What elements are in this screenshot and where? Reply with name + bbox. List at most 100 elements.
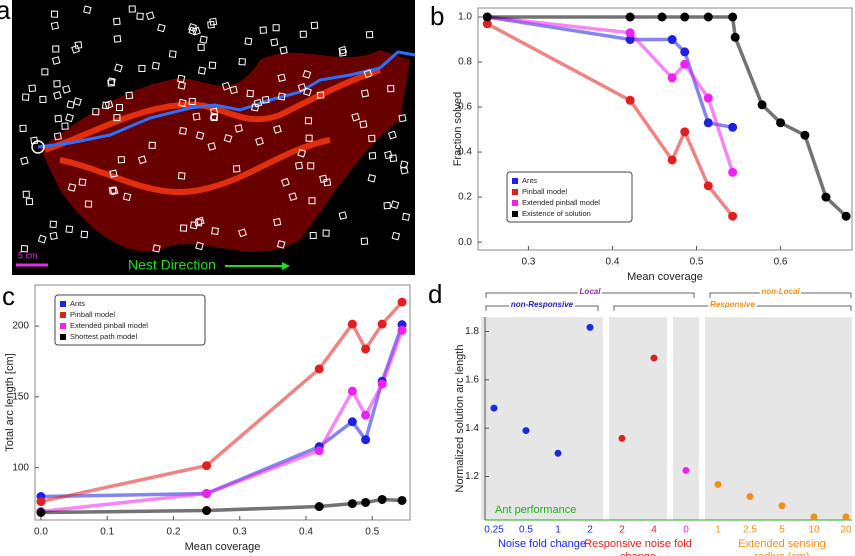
bracket — [613, 305, 852, 311]
obstacle — [253, 98, 263, 108]
y-tick-label: 150 — [12, 391, 29, 402]
data-point — [728, 12, 738, 22]
data-point — [314, 446, 324, 456]
data-point — [714, 480, 722, 488]
obstacle — [365, 30, 374, 39]
data-point — [841, 211, 851, 221]
x-tick-label: 0.3 — [521, 257, 535, 268]
y-tick-label: 0.4 — [458, 147, 472, 158]
data-point — [377, 379, 387, 389]
y-axis-label: Fraction solved — [452, 92, 464, 167]
obstacle — [398, 114, 407, 123]
legend-label: Ants — [70, 299, 85, 308]
legend-label: Extended pinball model — [70, 321, 148, 330]
x-tick-label: 0 — [683, 525, 689, 536]
obstacle — [273, 125, 282, 134]
data-point — [314, 502, 324, 512]
data-point — [377, 494, 387, 504]
data-point — [650, 354, 658, 362]
y-tick-label: 0.6 — [458, 102, 472, 113]
obstacle — [80, 230, 89, 239]
x-group-label: Noise fold change — [497, 538, 587, 550]
obstacle — [151, 61, 160, 70]
obstacle — [65, 113, 74, 123]
obstacle — [52, 45, 60, 53]
x-tick-label: 1 — [555, 525, 561, 536]
obstacle — [25, 197, 34, 206]
obstacle — [316, 91, 325, 100]
y-tick-label: 200 — [12, 321, 29, 332]
obstacle — [145, 11, 155, 21]
y-tick-label: 1.6 — [465, 374, 479, 385]
legend-swatch — [512, 189, 518, 195]
x-tick-label: 2.5 — [743, 525, 757, 536]
obstacle — [238, 228, 247, 238]
x-tick-label: 10 — [808, 525, 820, 536]
bracket-label: Responsive — [710, 300, 755, 309]
obstacle — [78, 178, 87, 187]
data-point — [730, 32, 740, 42]
x-tick-label: 20 — [840, 525, 852, 536]
obstacle — [299, 30, 307, 38]
legend — [54, 294, 206, 346]
legend-label: Ants — [522, 176, 537, 185]
data-point — [757, 100, 767, 110]
data-point — [202, 489, 212, 499]
obstacle — [122, 192, 132, 202]
data-point — [680, 47, 690, 57]
obstacle — [62, 85, 71, 94]
y-tick-label: 0.0 — [458, 237, 472, 248]
obstacle — [104, 100, 114, 109]
obstacle — [74, 41, 83, 49]
series-line — [486, 15, 733, 130]
data-point — [202, 506, 212, 516]
obstacle — [389, 154, 398, 163]
obstacle — [66, 100, 75, 109]
data-point — [842, 513, 850, 521]
obstacle — [387, 84, 395, 93]
panel-label: b — [430, 1, 444, 31]
legend-swatch — [512, 200, 518, 206]
obstacle — [197, 43, 205, 51]
data-point — [728, 211, 738, 221]
data-point — [397, 297, 407, 307]
obstacle — [390, 200, 400, 210]
obstacle — [383, 201, 391, 210]
bracket — [709, 292, 852, 298]
obstacle — [195, 131, 205, 140]
obstacle — [255, 136, 264, 146]
data-point — [522, 427, 530, 435]
obstacle — [277, 92, 286, 101]
panel-label: a — [0, 0, 11, 25]
data-point — [347, 417, 357, 427]
obstacle — [304, 117, 313, 125]
obstacle — [148, 141, 156, 149]
y-tick-label: 1.8 — [465, 326, 479, 337]
obstacle — [303, 87, 312, 97]
series-line — [40, 329, 404, 514]
obstacle — [113, 35, 122, 43]
obstacle — [50, 21, 60, 30]
obstacle — [259, 26, 267, 34]
series-line — [487, 15, 735, 173]
x-axis-label: Mean coverage — [185, 541, 261, 553]
data-point — [361, 410, 371, 420]
data-point — [36, 507, 46, 517]
bracket — [485, 305, 599, 311]
obstacle — [177, 171, 186, 180]
data-point — [778, 502, 786, 510]
obstacle — [387, 130, 397, 140]
obstacle — [53, 91, 62, 100]
scale-bar-label: 5 cm — [18, 250, 38, 260]
data-point — [776, 118, 786, 128]
obstacle — [400, 166, 409, 175]
y-tick-label: 1.4 — [465, 423, 479, 434]
image-panel: 5 cm Nest Direction a — [0, 0, 416, 275]
obstacle — [363, 69, 373, 79]
obstacle — [51, 56, 61, 65]
obstacle — [125, 91, 134, 100]
obstacle — [234, 124, 243, 133]
obstacle — [41, 68, 49, 76]
obstacle — [276, 240, 286, 249]
